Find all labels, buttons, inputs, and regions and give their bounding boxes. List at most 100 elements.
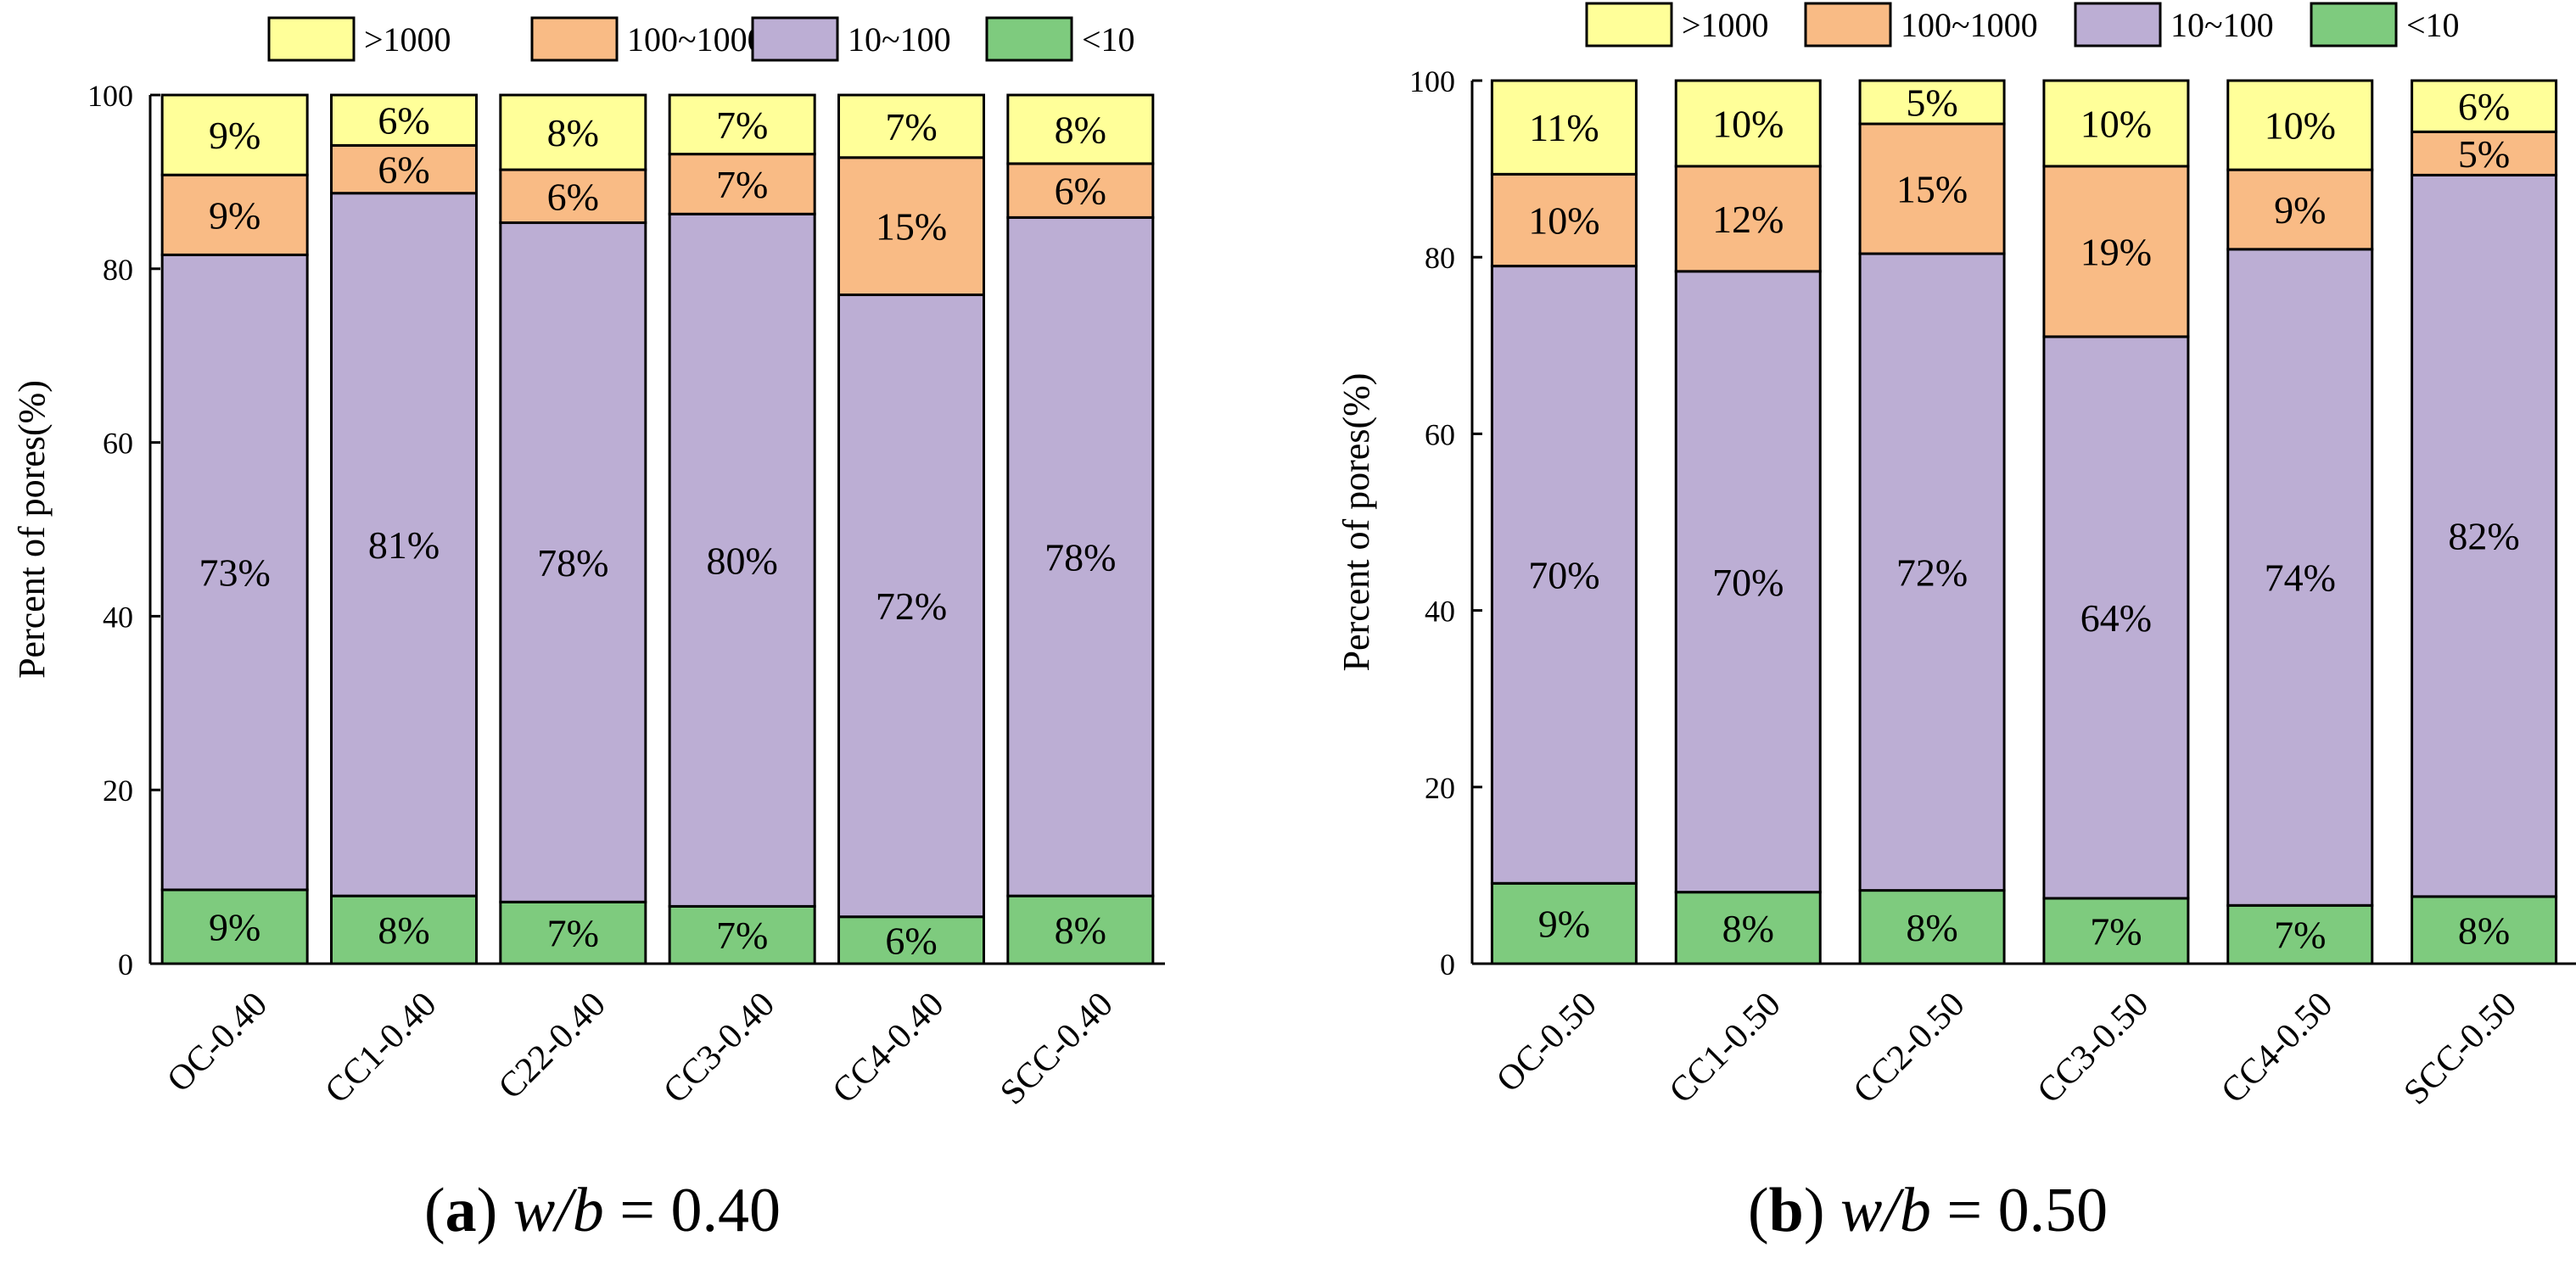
data-label: 6% bbox=[547, 175, 599, 218]
caption-a: (a) w/b = 0.40 bbox=[424, 1176, 781, 1245]
data-label: 10% bbox=[2080, 102, 2152, 145]
x-tick-label: CC4-0.50 bbox=[2214, 985, 2340, 1111]
bar-segment-10to100 bbox=[160, 253, 309, 892]
bar-segment-10to100 bbox=[2042, 335, 2190, 900]
bar-segment-100to1000 bbox=[499, 168, 647, 225]
data-label: 8% bbox=[2458, 909, 2510, 952]
bar-segment-10to100 bbox=[837, 294, 985, 919]
data-label: 64% bbox=[2080, 596, 2152, 640]
bar-segment-100to1000 bbox=[2226, 168, 2374, 251]
bar-segment-gt1000 bbox=[2042, 79, 2190, 168]
legend-label: >1000 bbox=[1682, 6, 1769, 44]
data-label: 15% bbox=[1896, 168, 1968, 211]
x-tick-label: SCC-0.50 bbox=[2396, 985, 2524, 1113]
caption-a-value: 0.40 bbox=[670, 1176, 781, 1245]
legend-swatch-100to1000 bbox=[1804, 2, 1892, 48]
x-tick-label: CC4-0.40 bbox=[826, 985, 952, 1111]
data-label: 7% bbox=[716, 163, 768, 206]
x-tick-label: CC1-0.40 bbox=[318, 985, 445, 1111]
caption-a-eq: = bbox=[603, 1176, 671, 1245]
data-label: 6% bbox=[2458, 85, 2510, 128]
legend-label: 100~1000 bbox=[1901, 6, 2038, 44]
bar-segment-lt10 bbox=[1674, 891, 1822, 965]
bar-segment-lt10 bbox=[2226, 903, 2374, 965]
data-label: 8% bbox=[1055, 909, 1106, 952]
data-label: 7% bbox=[2090, 909, 2142, 953]
bar-segment-gt1000 bbox=[2226, 79, 2374, 171]
data-label: 5% bbox=[1906, 81, 1957, 125]
caption-b-value: 0.50 bbox=[1997, 1176, 2108, 1245]
data-label: 72% bbox=[876, 584, 947, 628]
chart-a: 0 20 40 60 80 100 Percent of pores(%) 9% 73% 9% 9%… bbox=[11, 16, 1165, 1113]
legend-label: <10 bbox=[1082, 20, 1135, 59]
data-label: 6% bbox=[378, 99, 429, 143]
data-label: 74% bbox=[2265, 556, 2336, 600]
x-tick-label: SCC-0.40 bbox=[993, 985, 1121, 1113]
legend-label: 100~1000 bbox=[627, 20, 764, 59]
caption-a-letter: a bbox=[445, 1176, 477, 1245]
data-label: 70% bbox=[1712, 561, 1784, 604]
data-label: 73% bbox=[199, 551, 271, 595]
bar-segment-gt1000 bbox=[1490, 79, 1638, 176]
x-tick-label: CC1-0.50 bbox=[1662, 985, 1789, 1111]
y-tick-label: 40 bbox=[103, 600, 133, 634]
y-tick-label: 60 bbox=[1425, 417, 1455, 451]
data-label: 8% bbox=[1906, 906, 1957, 949]
bar-segment-100to1000 bbox=[1006, 162, 1155, 219]
bar-segment-10to100 bbox=[1674, 270, 1822, 894]
data-label: 5% bbox=[2458, 132, 2510, 176]
data-label: 19% bbox=[2080, 230, 2152, 273]
caption-a-var: w/b bbox=[512, 1176, 604, 1245]
data-label: 78% bbox=[537, 541, 608, 584]
data-label: 6% bbox=[885, 919, 937, 962]
y-tick-label: 80 bbox=[103, 253, 133, 287]
bar-segment-100to1000 bbox=[1858, 122, 2006, 255]
bar-segment-gt1000 bbox=[160, 93, 309, 176]
data-label: 9% bbox=[209, 114, 260, 157]
x-tick-label: OC-0.40 bbox=[160, 985, 275, 1100]
data-label: 9% bbox=[209, 905, 260, 948]
bar-segment-gt1000 bbox=[330, 93, 478, 147]
data-label: 7% bbox=[885, 105, 937, 148]
bar-segment-gt1000 bbox=[1006, 93, 1155, 165]
data-label: 7% bbox=[716, 103, 768, 147]
data-label: 70% bbox=[1528, 553, 1599, 596]
legend-swatch-100to1000 bbox=[530, 16, 619, 62]
bar-segment-gt1000 bbox=[837, 93, 985, 159]
data-label: 10% bbox=[1528, 199, 1599, 242]
x-tick-label: CC2-0.50 bbox=[1846, 985, 1973, 1111]
bar-segment-gt1000 bbox=[1674, 79, 1822, 168]
x-tick-label: C22-0.40 bbox=[491, 985, 613, 1107]
y-tick-label: 20 bbox=[1425, 771, 1455, 805]
bar-segment-100to1000 bbox=[2042, 165, 2190, 338]
legend-swatch-lt10 bbox=[985, 16, 1073, 62]
caption-b: (b) w/b = 0.50 bbox=[1748, 1176, 2108, 1245]
data-label: 8% bbox=[1722, 907, 1774, 950]
data-label: 9% bbox=[2274, 188, 2326, 232]
bar-segment-lt10 bbox=[837, 915, 985, 965]
data-label: 82% bbox=[2448, 515, 2519, 558]
data-label: 8% bbox=[378, 909, 429, 952]
y-tick-label: 0 bbox=[1440, 948, 1455, 981]
data-label: 6% bbox=[378, 148, 429, 192]
legend-swatch-gt1000 bbox=[267, 16, 356, 62]
data-label: 80% bbox=[707, 539, 778, 582]
data-label: 10% bbox=[2265, 104, 2336, 148]
data-label: 78% bbox=[1044, 535, 1116, 579]
y-tick-label: 60 bbox=[103, 427, 133, 461]
x-tick-label: CC3-0.40 bbox=[656, 985, 782, 1111]
bar-segment-10to100 bbox=[499, 221, 647, 903]
y-tick-label: 100 bbox=[1409, 64, 1455, 98]
bar-segment-100to1000 bbox=[1674, 165, 1822, 273]
legend-swatch-10to100 bbox=[2074, 2, 2162, 48]
y-axis-label: Percent of pores(%) bbox=[11, 380, 53, 679]
bar-segment-10to100 bbox=[1858, 252, 2006, 892]
caption-b-var: w/b bbox=[1840, 1176, 1931, 1245]
bar-segment-100to1000 bbox=[837, 156, 985, 297]
y-axis-label: Percent of pores(%) bbox=[1336, 373, 1377, 672]
bar-segment-lt10 bbox=[330, 894, 478, 965]
caption-b-eq: = bbox=[1930, 1176, 1998, 1245]
bar-segment-gt1000 bbox=[2411, 79, 2558, 133]
data-label: 11% bbox=[1529, 106, 1599, 149]
